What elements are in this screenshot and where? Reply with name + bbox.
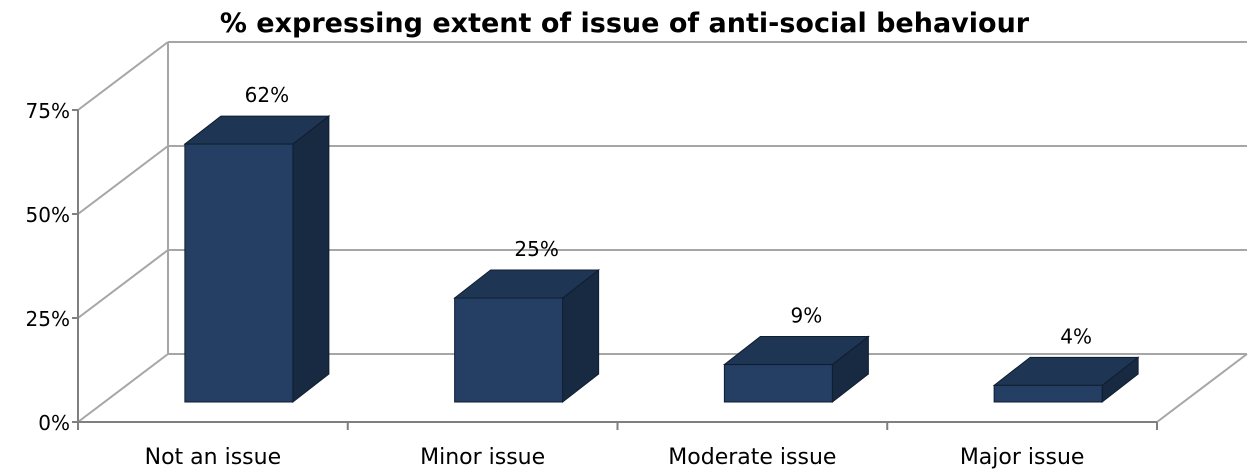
data-label: 9% xyxy=(791,304,823,328)
x-category-label: Moderate issue xyxy=(668,445,836,470)
data-label: 25% xyxy=(514,237,558,261)
bar xyxy=(183,115,331,404)
bar xyxy=(722,335,870,404)
x-category-label: Not an issue xyxy=(145,445,281,470)
bar-front xyxy=(723,364,833,403)
y-tick-label: 25% xyxy=(26,307,70,331)
label-layer: 62% 25% 9% 4% xyxy=(245,83,1092,348)
gridline-side xyxy=(77,145,169,215)
y-tick-label: 50% xyxy=(26,203,70,227)
bar-front xyxy=(993,384,1103,403)
x-category-label: Major issue xyxy=(960,445,1085,470)
floor-edge xyxy=(1156,353,1248,423)
x-category-label: Minor issue xyxy=(420,445,545,470)
bar-front xyxy=(184,143,294,403)
chart-title: % expressing extent of issue of anti-soc… xyxy=(219,8,1030,39)
grid-layer xyxy=(77,41,1248,423)
gridline-side xyxy=(77,41,169,111)
bar xyxy=(992,356,1140,404)
bar xyxy=(453,268,601,404)
bar-layer xyxy=(183,115,1140,404)
gridline-side xyxy=(77,353,169,423)
axis-layer: 0% 25% 50% 75% Not an issue Minor issue Modera… xyxy=(26,99,1158,470)
gridline-side xyxy=(77,249,169,319)
data-label: 62% xyxy=(245,83,289,107)
data-label: 4% xyxy=(1060,324,1092,348)
bar-front xyxy=(454,297,564,403)
y-tick-label: 0% xyxy=(38,411,70,435)
bar-side xyxy=(292,115,330,404)
y-tick-label: 75% xyxy=(26,99,70,123)
